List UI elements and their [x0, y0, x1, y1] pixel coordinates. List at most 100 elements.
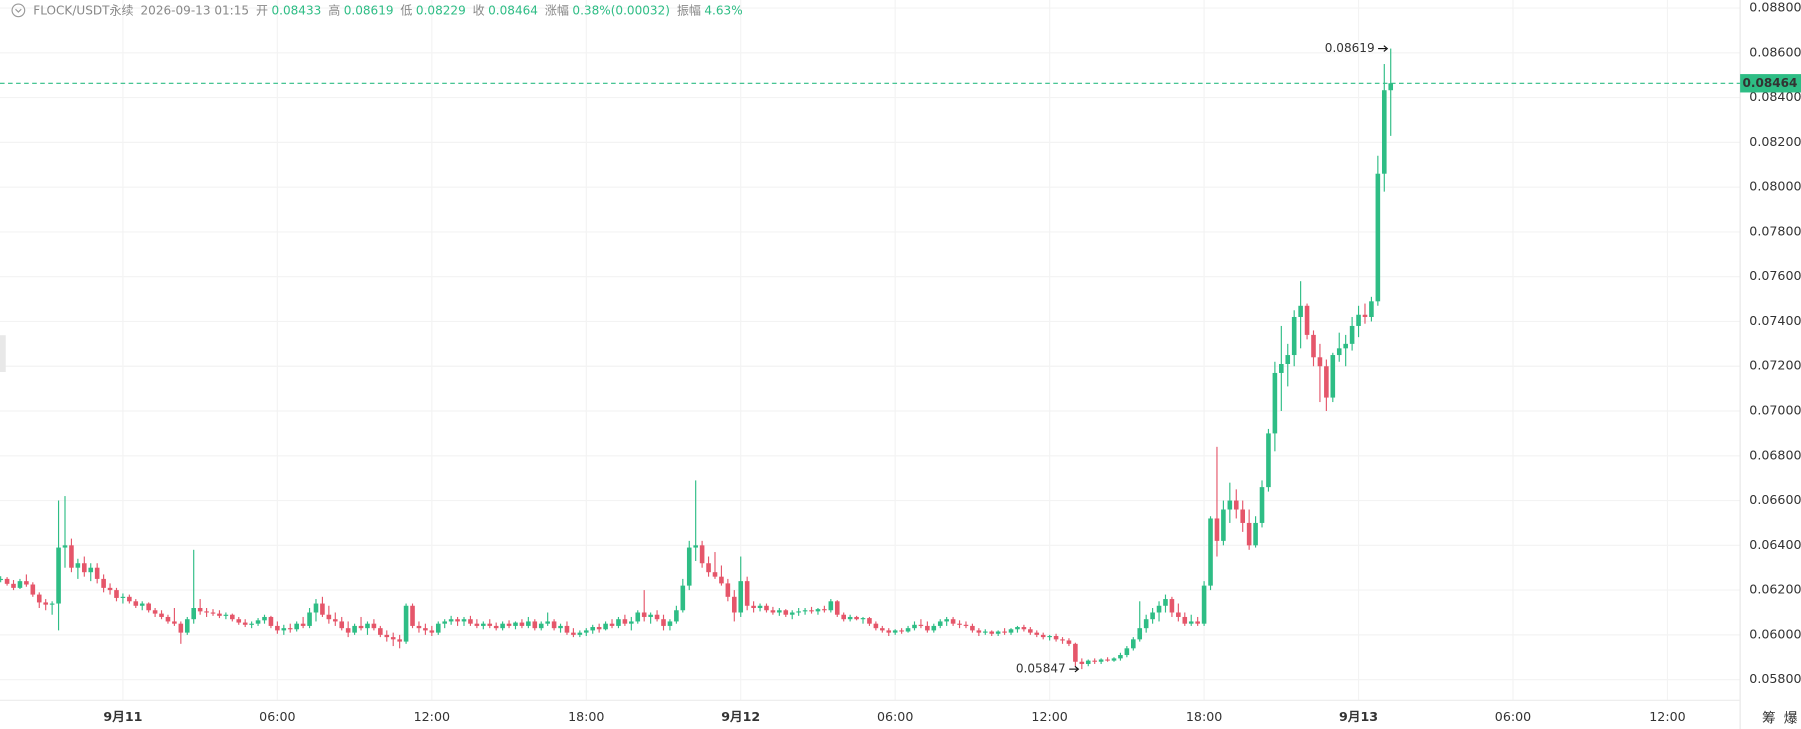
candle-body [17, 581, 23, 588]
candle-body [191, 608, 197, 620]
y-tick-label: 0.08800 [1749, 0, 1801, 15]
candle-body [307, 612, 312, 626]
candle-body [390, 637, 396, 640]
candle-body [725, 583, 731, 597]
candle-body [596, 627, 602, 630]
candle-body [558, 625, 563, 629]
candle-body [609, 623, 615, 626]
candle-body [571, 632, 576, 635]
candle-body [1324, 366, 1329, 398]
candle-body [950, 619, 956, 624]
candle-body [197, 608, 203, 612]
candle-body [989, 631, 995, 634]
candle-body [822, 609, 827, 611]
candle-body [1015, 627, 1020, 630]
candle-body [931, 625, 937, 631]
candle-body [1176, 612, 1181, 617]
candle-body [249, 623, 254, 625]
close-label: 收 [473, 3, 485, 17]
candle-body [1131, 639, 1136, 649]
candle-body [937, 621, 943, 626]
candle-body [1143, 619, 1149, 629]
candle-body [699, 545, 705, 564]
candle-body [976, 630, 982, 633]
candle-body [287, 628, 293, 630]
candle-body [0, 578, 3, 581]
x-tick-label: 18:00 [568, 709, 604, 724]
candle-body [403, 605, 409, 642]
candle-body [461, 619, 467, 622]
candle-body [1240, 509, 1246, 523]
candle-body [24, 581, 29, 585]
y-tick-label: 0.08400 [1749, 89, 1801, 104]
candle-body [513, 622, 518, 626]
candle-body [1375, 173, 1381, 302]
candle-body [481, 623, 486, 626]
toolbar-button[interactable]: 筹 [1762, 710, 1776, 727]
candle-body [11, 583, 16, 588]
candle-body [442, 621, 447, 624]
candle-body [1272, 372, 1278, 434]
change-value: 0.38%(0.00032) [572, 3, 670, 17]
candle-body [223, 614, 229, 616]
candle-body [886, 630, 892, 633]
candle-body [320, 603, 325, 615]
candle-body [1163, 599, 1168, 606]
candle-body [1137, 628, 1143, 640]
candle-body [635, 612, 641, 622]
candle-body [757, 605, 763, 609]
candle-body [1227, 500, 1233, 510]
candle-body [1221, 509, 1226, 541]
change-label: 涨幅 [545, 2, 569, 17]
candle-body [275, 625, 280, 631]
candle-body [107, 587, 113, 591]
candle-body [345, 628, 351, 633]
candle-body [680, 585, 686, 611]
candle-body [545, 621, 550, 624]
candle-body [532, 621, 538, 629]
candle-body [873, 623, 879, 629]
candle-body [1150, 612, 1155, 620]
candle-body [654, 614, 660, 620]
candle-body [667, 621, 673, 626]
candle-body [622, 619, 628, 624]
candle-body [809, 610, 814, 612]
candle-body [1118, 655, 1123, 659]
candle-body [789, 612, 795, 615]
candle-body [963, 624, 969, 626]
candle-body [120, 596, 126, 598]
collapse-icon[interactable] [11, 3, 26, 18]
candle-body [1304, 305, 1310, 335]
candle-body [957, 623, 962, 625]
candle-body [1066, 640, 1072, 644]
candle-body [1028, 629, 1033, 633]
open-value: 0.08433 [271, 3, 321, 17]
candle-body [603, 623, 608, 630]
toolbar-button[interactable]: 爆 [1784, 711, 1798, 727]
candle-body [178, 623, 184, 633]
candle-body [892, 630, 898, 633]
open-label: 开 [256, 3, 268, 17]
candle-body [860, 618, 866, 620]
candle-body [1343, 343, 1348, 349]
candle-body [583, 630, 589, 633]
ohlc-header: FLOCK/USDT永续 2026-09-13 01:15 开 0.08433 高 0.0… [33, 2, 742, 17]
candle-body [172, 621, 177, 624]
candle-body [1362, 314, 1368, 317]
side-panel-toggle[interactable] [0, 335, 6, 372]
candle-body [75, 563, 81, 568]
candle-body [4, 578, 10, 584]
y-tick-label: 0.05800 [1749, 671, 1801, 686]
candle-body [1369, 301, 1374, 317]
candle-body [1336, 348, 1342, 356]
collapse-chevron [15, 8, 22, 13]
candle-body [493, 625, 499, 629]
candle-body [1002, 631, 1007, 633]
candle-body [912, 624, 917, 629]
x-tick-label: 12:00 [1031, 709, 1067, 724]
candle-body [1085, 660, 1091, 664]
high-annotation: 0.08619 [1325, 41, 1375, 55]
time: 2026-09-13 01:15 [140, 3, 249, 17]
candle-body [1388, 83, 1394, 91]
candle-body [94, 567, 100, 579]
